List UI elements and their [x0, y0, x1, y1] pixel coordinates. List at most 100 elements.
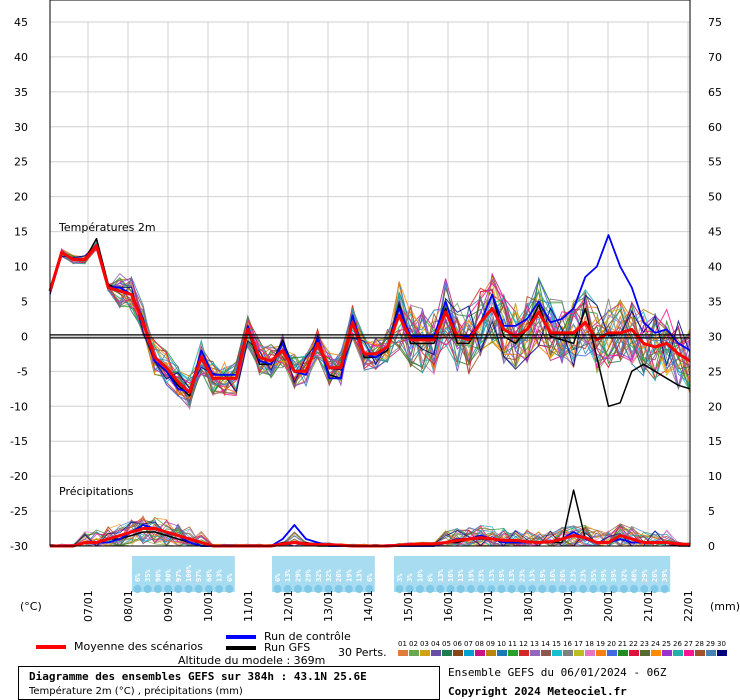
precip-prob-bar [193, 556, 205, 592]
member-label: 03 [420, 640, 429, 648]
member-swatch [409, 650, 419, 656]
member-swatch [651, 650, 661, 656]
main-series-group [48, 234, 691, 548]
precip-prob-label: 13% [356, 569, 364, 582]
right-tick-label: 0 [708, 540, 715, 553]
precip-prob-bar [485, 556, 497, 592]
precip-prob-cloud [304, 585, 313, 593]
left-tick-label: 20 [14, 191, 28, 204]
precip-prob-bar [162, 556, 174, 592]
member-label: 19 [596, 640, 605, 648]
legend-gfs-swatch [226, 646, 256, 650]
precip-prob-label: 3% [396, 573, 404, 582]
left-tick-label: -10 [10, 400, 28, 413]
member-swatch [541, 650, 551, 656]
precip-prob-label: 13% [437, 569, 445, 582]
chart-subtitle: Température 2m (°C) , précipitations (mm… [29, 686, 243, 697]
precip-prob-bar [434, 556, 446, 592]
chart-title: Diagramme des ensembles GEFS sur 384h : … [29, 670, 367, 683]
precip-prob-bar [506, 556, 518, 592]
precip-prob-cloud [194, 585, 203, 593]
precip-prob-cloud [477, 585, 486, 593]
member-swatch [563, 650, 573, 656]
precip-prob-cloud [456, 585, 465, 593]
precip-prob-cloud [487, 585, 496, 593]
precip-prob-label: 48% [631, 569, 639, 582]
precip-prob-bar [183, 556, 194, 592]
precip-prob-label: 16% [549, 569, 557, 582]
member-swatch [695, 650, 705, 656]
left-tick-label: -5 [17, 365, 28, 378]
member-label: 30 [717, 640, 726, 648]
left-tick-label: -15 [10, 435, 28, 448]
right-tick-label: 35 [708, 295, 722, 308]
precip-prob-label: 26% [335, 569, 343, 582]
member-label: 26 [673, 640, 682, 648]
x-tick-label: 17/01 [482, 590, 495, 622]
precip-prob-cloud [405, 585, 414, 593]
precip-prob-label: 97% [175, 569, 183, 582]
precip-prob-cloud [538, 585, 547, 593]
precip-prob-cloud [204, 585, 213, 593]
precip-prob-bar [638, 556, 650, 592]
member-swatch [464, 650, 474, 656]
precip-prob-bar [343, 556, 355, 592]
precip-prob-label: 13% [488, 569, 496, 582]
precip-prob-bar [394, 556, 405, 592]
right-tick-label: 45 [708, 226, 722, 239]
precip-prob-label: 97% [195, 569, 203, 582]
member-label: 23 [640, 640, 649, 648]
precip-prob-cloud [324, 585, 333, 593]
member-swatch [497, 650, 507, 656]
precip-prob-label: 26% [651, 569, 659, 582]
member-swatch [431, 650, 441, 656]
member-label: 12 [519, 640, 528, 648]
x-tick-label: 18/01 [522, 590, 535, 622]
member-swatch [475, 650, 485, 656]
precip-prob-bar [577, 556, 589, 592]
member-swatch [530, 650, 540, 656]
precip-prob-label: 10% [416, 569, 424, 582]
grid-lines [50, 21, 690, 547]
precip-prob-cloud [133, 585, 142, 593]
precip-prob-label: 19% [539, 569, 547, 582]
member-label: 04 [431, 640, 440, 648]
member-label: 21 [618, 640, 627, 648]
precip-prob-cloud [446, 585, 455, 593]
precip-prob-label: 39% [610, 569, 618, 582]
member-swatch [420, 650, 430, 656]
member-label: 01 [398, 640, 407, 648]
precip-prob-cloud [497, 585, 506, 593]
precip-prob-bar [628, 556, 640, 592]
precip-prob-bar [203, 556, 215, 592]
member-swatch [596, 650, 606, 656]
x-tick-label: 19/01 [562, 590, 575, 622]
precip-prob-bar [536, 556, 548, 592]
member-series-group [49, 240, 691, 547]
right-tick-label: 55 [708, 156, 722, 169]
precip-prob-label: 90% [154, 569, 162, 582]
x-tick-label: 12/01 [282, 590, 295, 622]
precip-prob-label: 32% [620, 569, 628, 582]
precip-prob-bar [649, 556, 660, 592]
left-tick-label: 0 [21, 330, 28, 343]
precip-prob-bar [282, 556, 294, 592]
member-label: 17 [574, 640, 583, 648]
precip-prob-cloud [314, 585, 323, 593]
right-tick-label: 70 [708, 51, 722, 64]
precip-prob-label: 19% [467, 569, 475, 582]
precip-prob-cloud [466, 585, 475, 593]
member-swatch [442, 650, 452, 656]
member-temp-line [49, 248, 691, 409]
member-swatch [508, 650, 518, 656]
left-tick-label: -25 [10, 505, 28, 518]
precip-prob-cloud [528, 585, 537, 593]
precip-prob-label: 6% [427, 573, 435, 582]
member-swatch [607, 650, 617, 656]
member-label: 08 [475, 640, 484, 648]
x-tick-label: 11/01 [242, 590, 255, 622]
precip-prob-cloud [215, 585, 224, 593]
x-tick-label: 08/01 [122, 590, 135, 622]
precip-prob-cloud [153, 585, 162, 593]
member-temp-line [49, 240, 691, 393]
